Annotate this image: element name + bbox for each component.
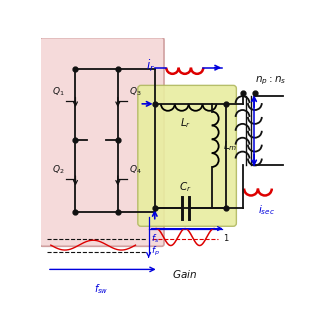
Text: $f_{sw}$: $f_{sw}$ bbox=[94, 283, 108, 296]
Text: 1: 1 bbox=[223, 234, 228, 243]
Text: $Q_4$: $Q_4$ bbox=[129, 164, 141, 176]
FancyBboxPatch shape bbox=[138, 85, 236, 226]
Text: $f_p$: $f_p$ bbox=[151, 245, 160, 258]
Text: $L_m$: $L_m$ bbox=[222, 139, 237, 153]
Text: $i_r$: $i_r$ bbox=[146, 58, 155, 74]
Text: $i_{sec}$: $i_{sec}$ bbox=[258, 203, 275, 217]
Text: $Q_3$: $Q_3$ bbox=[129, 85, 141, 98]
Text: $\mathit{Gain}$: $\mathit{Gain}$ bbox=[172, 268, 197, 280]
Text: $L_r$: $L_r$ bbox=[180, 116, 191, 130]
Text: $Q_1$: $Q_1$ bbox=[52, 85, 65, 98]
FancyBboxPatch shape bbox=[40, 38, 164, 246]
Text: $C_r$: $C_r$ bbox=[179, 180, 192, 194]
Text: $f_s$: $f_s$ bbox=[151, 232, 159, 245]
Text: $n_p : n_s$: $n_p : n_s$ bbox=[255, 75, 286, 87]
Text: $Q_2$: $Q_2$ bbox=[52, 164, 65, 176]
